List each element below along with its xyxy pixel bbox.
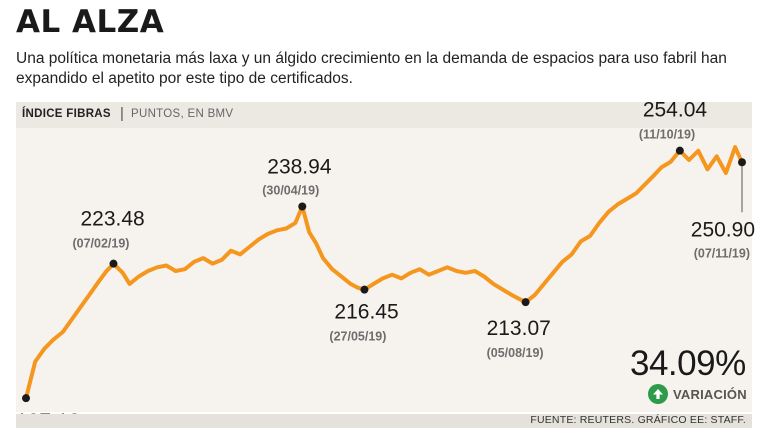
- annotation-marker: [675, 146, 684, 155]
- source-credit: FUENTE: REUTERS. GRÁFICO EE: STAFF.: [530, 414, 746, 426]
- chart-subtitle: Una política monetaria más laxa y un álg…: [16, 50, 727, 87]
- chart-background: [16, 128, 752, 412]
- annotation-marker: [22, 394, 30, 403]
- arrow-up-icon: [648, 384, 668, 404]
- annotation-marker: [738, 158, 746, 167]
- annotation-marker: [521, 298, 530, 307]
- annotation-value-label: 238.94: [267, 155, 332, 178]
- variation-value: 34.09%: [630, 344, 746, 383]
- variation-label: VARIACIÓN: [673, 386, 747, 402]
- annotation-marker: [360, 285, 369, 294]
- annotation-date-label: (07/11/19): [694, 246, 750, 260]
- variation-row: VARIACIÓN: [648, 384, 747, 404]
- annotation-value-label: 216.45: [334, 301, 398, 324]
- label-separator: |: [120, 105, 124, 122]
- annotation-value-label: 254.04: [643, 99, 708, 122]
- annotation-marker: [298, 202, 307, 211]
- annotation-marker: [109, 259, 118, 268]
- footer-bar: FUENTE: REUTERS. GRÁFICO EE: STAFF.: [16, 414, 752, 428]
- annotation-value-label: 223.48: [80, 208, 144, 231]
- index-label-bar: ÍNDICE FIBRAS | PUNTOS, EN BMV: [16, 102, 752, 128]
- series-line-indice-fibras: [24, 145, 744, 401]
- chart-title: AL ALZA: [16, 4, 165, 40]
- index-name: ÍNDICE FIBRAS: [22, 108, 111, 120]
- annotation-value-label: 213.07: [487, 317, 551, 340]
- annotation-date-label: (30/04/19): [262, 183, 319, 197]
- units-label: PUNTOS, EN BMV: [131, 108, 234, 120]
- annotation-value-label: 250.90: [691, 218, 755, 241]
- annotation-date-label: (11/10/19): [639, 128, 695, 142]
- annotation-date-label: (07/02/19): [72, 237, 129, 251]
- annotation-date-label: (05/08/19): [487, 346, 544, 360]
- annotation-date-label: (27/05/19): [329, 330, 386, 344]
